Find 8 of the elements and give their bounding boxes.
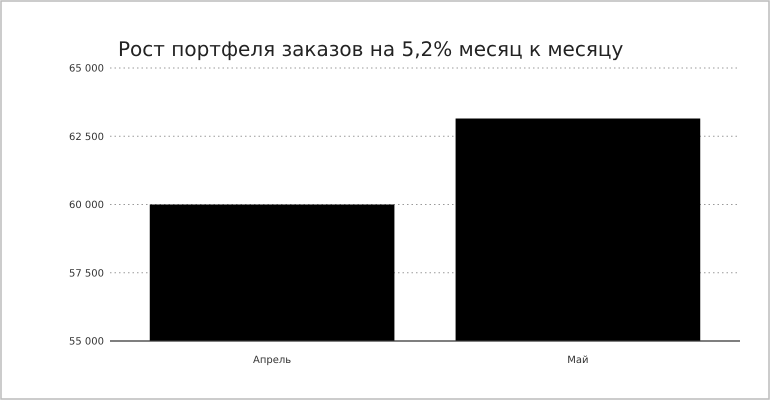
y-tick-label: 55 000 <box>69 336 104 348</box>
y-tick-label: 57 500 <box>69 268 104 280</box>
y-tick-label: 65 000 <box>69 64 104 74</box>
y-tick-label: 60 000 <box>69 200 104 211</box>
chart-title: Рост портфеля заказов на 5,2% месяц к месяцу <box>118 37 624 61</box>
x-tick-label: Апрель <box>253 355 292 366</box>
y-tick-label: 62 500 <box>69 132 104 143</box>
x-tick-label: Май <box>567 355 589 366</box>
